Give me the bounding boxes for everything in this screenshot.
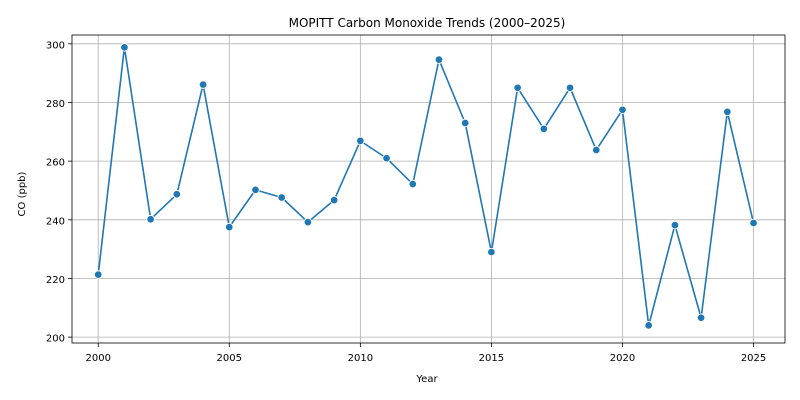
data-point xyxy=(172,190,182,199)
x-tick-label: 2010 xyxy=(348,353,373,364)
data-point xyxy=(198,80,208,89)
plot-area-frame xyxy=(71,34,786,344)
data-point xyxy=(513,83,522,93)
chart-title: MOPITT Carbon Monoxide Trends (2000–2025… xyxy=(289,16,566,30)
x-tick-label: 2025 xyxy=(741,353,766,364)
data-point xyxy=(618,105,627,115)
y-tick-label: 240 xyxy=(46,216,65,227)
data-point xyxy=(303,217,313,227)
series-line xyxy=(97,46,755,327)
data-point xyxy=(356,136,365,146)
data-point xyxy=(277,193,286,202)
x-tick-label: 2000 xyxy=(85,353,110,364)
data-point xyxy=(408,179,418,189)
data-point xyxy=(434,55,444,64)
x-tick-label: 2015 xyxy=(479,353,504,364)
data-point xyxy=(460,118,470,128)
data-point xyxy=(251,185,260,195)
data-point xyxy=(565,83,575,93)
y-tick-label: 300 xyxy=(46,40,65,51)
data-points xyxy=(93,43,758,330)
y-axis: 200 220 240 260 280 300 xyxy=(46,40,72,345)
data-point xyxy=(723,107,732,117)
y-tick-label: 260 xyxy=(46,158,65,169)
x-axis-title: Year xyxy=(415,374,438,385)
data-point xyxy=(696,313,706,323)
x-axis: 2000 2005 2010 2015 2020 2025 xyxy=(85,343,766,364)
data-point xyxy=(670,220,680,230)
y-tick-label: 220 xyxy=(46,275,65,286)
data-point xyxy=(382,153,391,163)
grid xyxy=(72,35,785,343)
data-point xyxy=(592,145,601,155)
y-axis-title: CO (ppb) xyxy=(17,171,28,216)
x-tick-label: 2005 xyxy=(217,353,242,364)
data-point xyxy=(749,218,758,228)
y-tick-label: 200 xyxy=(46,334,65,345)
data-point xyxy=(329,195,339,205)
series-line-layer xyxy=(97,46,755,327)
data-point xyxy=(146,214,155,224)
data-point xyxy=(487,247,496,257)
x-tick-label: 2020 xyxy=(610,353,635,364)
y-tick-label: 280 xyxy=(46,99,65,110)
data-point xyxy=(93,270,103,279)
data-point xyxy=(644,321,653,330)
data-point xyxy=(225,222,234,232)
data-point xyxy=(120,43,129,52)
data-point xyxy=(539,124,549,134)
